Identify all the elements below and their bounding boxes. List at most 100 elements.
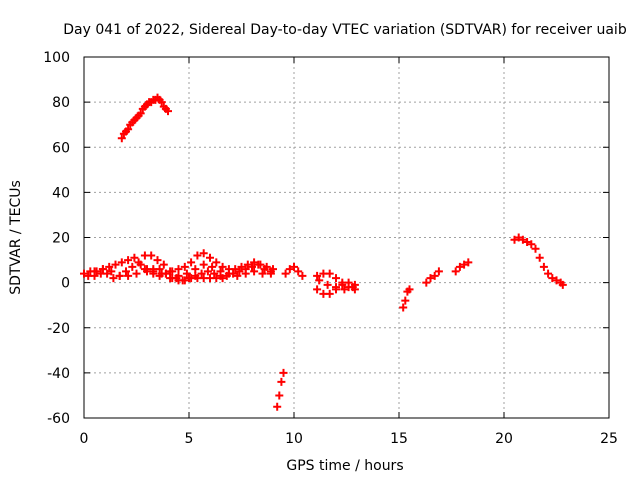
series-arc-base-c: [90, 260, 275, 283]
data-point: [187, 258, 196, 267]
data-point: [250, 258, 259, 267]
data-point: [273, 402, 282, 411]
series-arc-base-b: [84, 251, 275, 285]
data-point: [164, 107, 172, 116]
axis-ticks: [83, 56, 610, 419]
data-point: [107, 267, 116, 276]
y-tick-label: 0: [61, 276, 70, 292]
data-point: [426, 274, 435, 283]
data-point: [281, 269, 290, 278]
data-point: [241, 269, 250, 278]
data-point: [348, 283, 357, 292]
data-point: [199, 260, 208, 269]
data-point: [155, 265, 164, 274]
data-point: [166, 267, 175, 276]
x-tick-label: 10: [285, 431, 303, 447]
data-point: [182, 269, 191, 278]
y-axis-label: SDTVAR / TECUs: [8, 180, 24, 295]
data-point: [250, 267, 259, 276]
data-point: [323, 280, 332, 289]
data-point: [174, 265, 183, 274]
series-arc-9h-negative: [273, 368, 288, 411]
y-tick-label: -20: [47, 321, 70, 337]
data-point: [80, 269, 88, 278]
data-point: [212, 258, 221, 267]
data-point: [124, 125, 133, 134]
data-point: [510, 235, 519, 244]
data-point: [105, 262, 114, 271]
data-point: [206, 253, 214, 262]
data-point: [523, 238, 532, 247]
data-point: [161, 269, 170, 278]
data-point: [168, 274, 177, 283]
data-point: [518, 235, 527, 244]
data-point: [548, 274, 557, 283]
data-point: [231, 265, 240, 274]
data-point: [128, 262, 137, 271]
series-arc-base-d: [143, 265, 227, 285]
data-point: [315, 276, 324, 285]
data-point: [210, 269, 219, 278]
data-point: [451, 267, 460, 276]
data-point: [460, 260, 469, 269]
data-point: [535, 253, 544, 262]
data-point: [258, 269, 267, 278]
data-point: [434, 267, 443, 276]
series-arc-16h: [422, 267, 443, 287]
data-point: [224, 269, 233, 278]
data-point: [191, 265, 200, 274]
data-point: [422, 278, 431, 287]
data-point: [266, 269, 275, 278]
data-point: [90, 267, 99, 276]
data-point: [218, 274, 227, 283]
series-arc-10h: [281, 262, 307, 280]
data-point: [332, 274, 340, 283]
data-point: [325, 269, 334, 278]
data-point: [552, 276, 561, 285]
data-point: [203, 267, 212, 276]
data-point: [243, 260, 252, 269]
data-point: [111, 260, 120, 269]
data-point: [199, 249, 208, 258]
x-tick-label: 0: [80, 431, 89, 447]
data-point: [218, 262, 227, 271]
x-tick-label: 20: [495, 431, 513, 447]
data-point: [124, 271, 133, 280]
data-point: [290, 262, 298, 271]
data-point: [216, 267, 225, 276]
data-point: [531, 244, 540, 253]
y-tick-label: 20: [52, 231, 70, 247]
data-point: [344, 278, 353, 287]
chart-title: Day 041 of 2022, Sidereal Day-to-day VTE…: [63, 22, 627, 38]
data-point: [275, 391, 284, 400]
data-point: [103, 269, 112, 278]
data-point: [147, 251, 156, 260]
data-point: [279, 368, 288, 377]
data-point: [122, 267, 130, 276]
data-point: [455, 262, 464, 271]
data-point: [340, 285, 349, 294]
x-tick-label: 5: [185, 431, 194, 447]
y-tick-label: 40: [52, 185, 70, 201]
data-point: [109, 274, 118, 283]
data-point: [254, 260, 263, 269]
data-point: [298, 271, 307, 280]
data-point: [153, 256, 162, 265]
data-point: [132, 269, 141, 278]
x-axis-label: GPS time / hours: [286, 458, 403, 474]
data-point: [233, 271, 242, 280]
grid: [84, 57, 609, 418]
y-tick-label: -40: [47, 366, 70, 382]
data-point: [143, 267, 151, 276]
data-point: [430, 271, 439, 280]
data-point: [159, 260, 168, 269]
data-point: [180, 276, 189, 285]
data-point: [514, 233, 523, 242]
y-tick-label: 60: [52, 140, 70, 156]
data-point: [117, 134, 126, 143]
x-tick-label: 15: [390, 431, 408, 447]
data-point: [98, 265, 107, 274]
x-tick-label: 25: [600, 431, 618, 447]
data-point: [197, 269, 206, 278]
